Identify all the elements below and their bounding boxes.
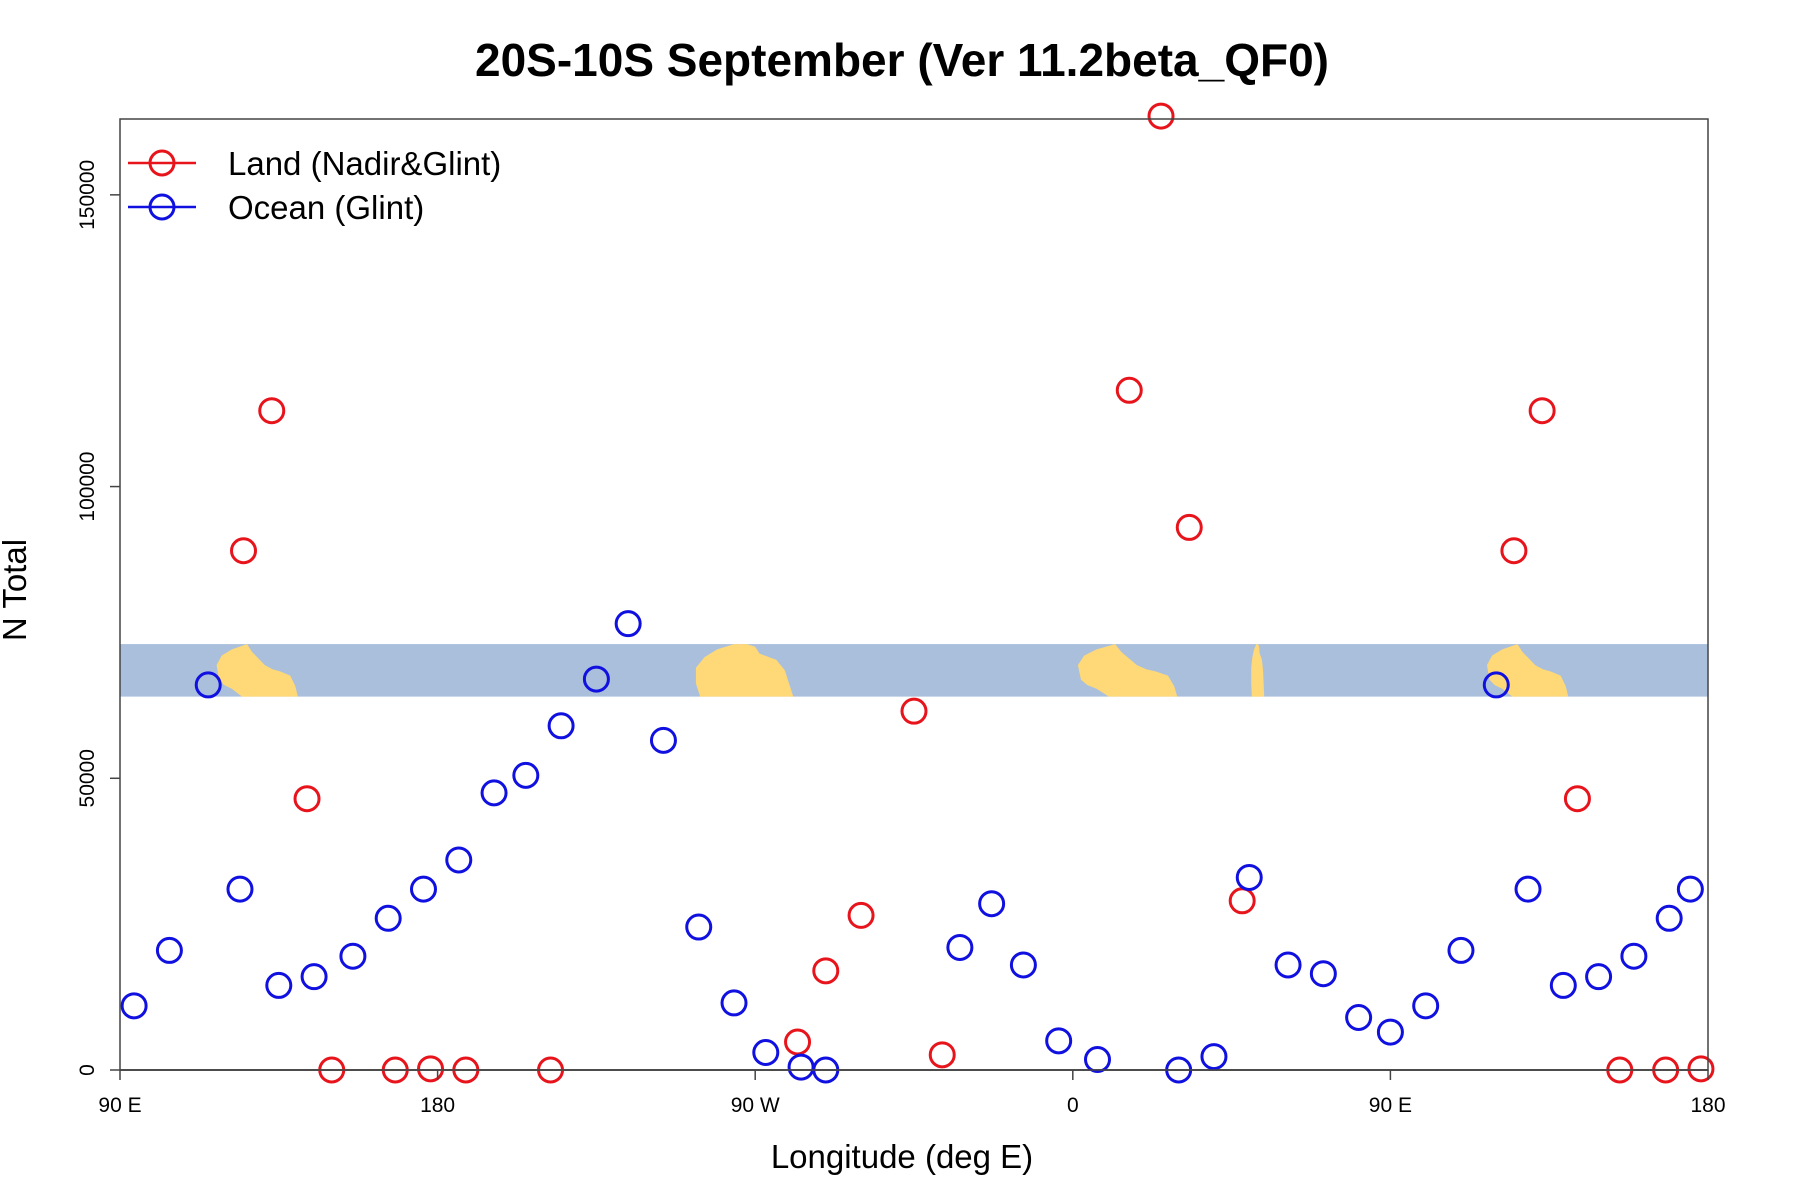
- series-land: [230, 102, 1715, 1084]
- ocean-point: [720, 989, 748, 1017]
- ocean-point: [1482, 671, 1510, 699]
- ocean-point: [978, 890, 1006, 918]
- ocean-point: [685, 913, 713, 941]
- y-axis: 0 50000 100000 150000: [76, 160, 120, 1076]
- ocean-point: [1200, 1043, 1228, 1071]
- ocean-point: [1549, 971, 1577, 999]
- ocean-point: [1447, 936, 1475, 964]
- land-point: [928, 1041, 956, 1069]
- ocean-point: [120, 992, 148, 1020]
- x-tick-label: 90 E: [1369, 1094, 1412, 1117]
- land-point: [847, 901, 875, 929]
- x-axis: 90 E 180 90 W 0 90 E 180: [98, 1070, 1726, 1117]
- ocean-point: [1345, 1003, 1373, 1031]
- data-points: [120, 102, 1715, 1084]
- ocean-point: [512, 761, 540, 789]
- map-land-south-america: [695, 644, 794, 697]
- x-tick-label: 90 W: [731, 1094, 780, 1117]
- land-point: [1147, 102, 1175, 130]
- ocean-point: [547, 712, 575, 740]
- land-point: [1563, 785, 1591, 813]
- ocean-point: [1585, 963, 1613, 991]
- ocean-point: [1676, 875, 1704, 903]
- y-tick-label: 50000: [76, 749, 99, 807]
- legend-label-ocean: Ocean (Glint): [228, 189, 424, 226]
- ocean-point: [614, 610, 642, 638]
- ocean-point: [300, 963, 328, 991]
- legend: Land (Nadir&Glint) Ocean (Glint): [128, 145, 501, 226]
- y-tick-label: 0: [76, 1064, 99, 1076]
- map-land-africa: [1077, 644, 1178, 697]
- land-point: [1175, 513, 1203, 541]
- ocean-point: [1274, 951, 1302, 979]
- plot-frame: [119, 118, 1709, 1071]
- land-point: [1228, 887, 1256, 915]
- land-point: [1528, 397, 1556, 425]
- ocean-point: [480, 779, 508, 807]
- map-land-australia: [216, 644, 298, 697]
- ocean-point: [582, 665, 610, 693]
- ocean-point: [194, 671, 222, 699]
- map-band-ocean: [120, 644, 1708, 697]
- ocean-point: [946, 933, 974, 961]
- y-axis-label: N Total: [0, 539, 33, 641]
- land-point: [1500, 537, 1528, 565]
- legend-item-land: Land (Nadir&Glint): [128, 145, 501, 182]
- legend-marker-ocean: [148, 193, 176, 221]
- ocean-point: [374, 904, 402, 932]
- ocean-point: [1235, 863, 1263, 891]
- ocean-point: [787, 1053, 815, 1081]
- land-point: [900, 697, 928, 725]
- legend-marker-land: [148, 149, 176, 177]
- ocean-point: [339, 942, 367, 970]
- land-point: [293, 785, 321, 813]
- ocean-point: [1514, 875, 1542, 903]
- ocean-point: [1412, 992, 1440, 1020]
- ocean-point: [226, 875, 254, 903]
- land-point: [784, 1028, 812, 1056]
- x-tick-label: 0: [1067, 1094, 1079, 1117]
- ocean-point: [1009, 951, 1037, 979]
- ocean-point: [1309, 960, 1337, 988]
- y-tick-label: 150000: [76, 160, 99, 230]
- y-tick-label: 100000: [76, 452, 99, 522]
- ocean-point: [409, 875, 437, 903]
- map-land-madagascar: [1251, 644, 1265, 697]
- legend-label-land: Land (Nadir&Glint): [228, 145, 501, 182]
- land-point: [1115, 376, 1143, 404]
- x-tick-label: 180: [420, 1094, 455, 1117]
- ocean-point: [1376, 1018, 1404, 1046]
- map-band: [120, 644, 1708, 697]
- chart-title: 20S-10S September (Ver 11.2beta_QF0): [475, 34, 1329, 86]
- land-point: [417, 1055, 445, 1083]
- ocean-point: [265, 971, 293, 999]
- ocean-point: [155, 936, 183, 964]
- ocean-point: [649, 726, 677, 754]
- ocean-point: [1620, 942, 1648, 970]
- ocean-point: [1084, 1045, 1112, 1073]
- ocean-point: [1045, 1027, 1073, 1055]
- ocean-point: [1655, 904, 1683, 932]
- series-ocean: [120, 610, 1704, 1084]
- x-tick-label: 180: [1690, 1094, 1725, 1117]
- land-point: [1687, 1055, 1715, 1083]
- ocean-point: [445, 846, 473, 874]
- legend-item-ocean: Ocean (Glint): [128, 189, 424, 226]
- land-point: [258, 397, 286, 425]
- x-axis-label: Longitude (deg E): [771, 1138, 1033, 1175]
- land-point: [812, 957, 840, 985]
- ocean-point: [752, 1038, 780, 1066]
- land-point: [230, 537, 258, 565]
- x-tick-label: 90 E: [98, 1094, 141, 1117]
